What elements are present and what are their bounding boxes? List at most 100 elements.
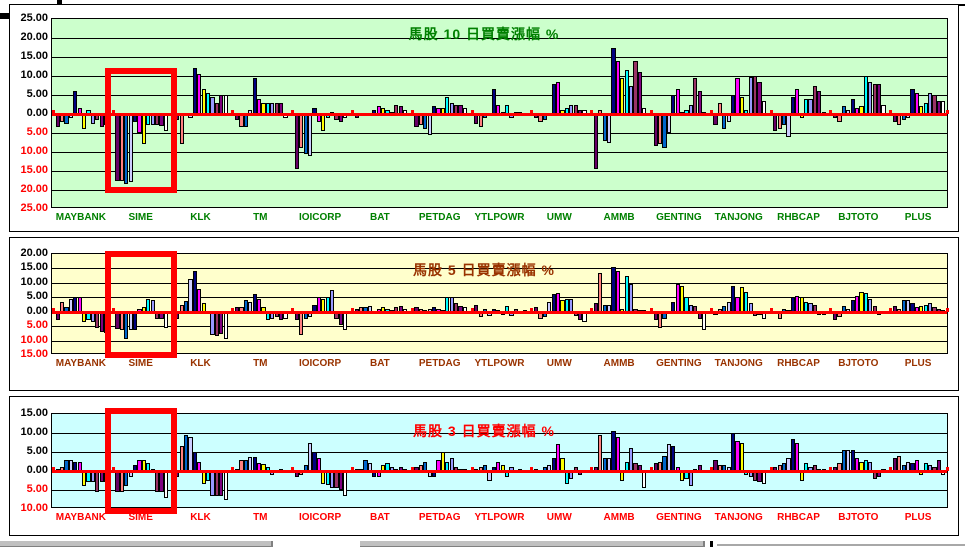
axis-tick-mark xyxy=(889,467,893,471)
y-axis-tick-label: 10.00 xyxy=(20,333,48,346)
y-axis-tick-label: 0.00 xyxy=(26,107,48,119)
x-axis-label-MAYBANK: MAYBANK xyxy=(55,512,106,523)
axis-tick-mark xyxy=(530,110,534,114)
x-axis-label-PETDAG: PETDAG xyxy=(418,212,461,223)
axis-tick-mark xyxy=(709,467,713,471)
axis-tick-mark xyxy=(889,110,893,114)
x-axis-label-MAYBANK: MAYBANK xyxy=(55,212,106,223)
bar-TANJONG-s12 xyxy=(761,100,767,114)
x-axis-label-AMMB: AMMB xyxy=(603,212,635,223)
axis-tick-mark xyxy=(291,110,295,114)
x-axis-label-AMMB: AMMB xyxy=(603,358,635,369)
x-axis-label-PLUS: PLUS xyxy=(904,512,932,523)
x-axis-label-TANJONG: TANJONG xyxy=(714,358,763,369)
x-axis-label-KLK: KLK xyxy=(190,212,211,223)
x-axis-label-TM: TM xyxy=(253,358,268,369)
x-axis-label-TANJONG: TANJONG xyxy=(714,512,763,523)
gridline xyxy=(52,340,947,342)
bar-RHBCAP-s4 xyxy=(786,114,791,137)
axis-tick-mark xyxy=(231,467,235,471)
bar-IOICORP-s4 xyxy=(307,114,313,156)
axis-tick-mark xyxy=(530,467,534,471)
bottom-object-edge-left xyxy=(0,541,273,547)
bar-IOICORP-s6 xyxy=(316,457,322,471)
y-axis-tick-label: 10.00 xyxy=(20,69,48,81)
gridline xyxy=(52,297,947,299)
gridline xyxy=(52,38,947,39)
y-axis-tick-label: 5.00 xyxy=(26,126,48,138)
y-axis-tick-label: 5.00 xyxy=(26,290,48,303)
bar-GENTING-s11 xyxy=(697,91,702,114)
y-axis-tick-label: 10.00 xyxy=(20,502,48,514)
x-axis-label-GENTING: GENTING xyxy=(656,358,702,369)
axis-tick-mark xyxy=(52,307,55,312)
y-axis-tick-label: 25.00 xyxy=(20,202,48,214)
bar-GENTING-s9 xyxy=(688,471,694,487)
y-axis-tick-label: 10.00 xyxy=(20,426,48,438)
axis-tick-mark xyxy=(111,307,115,312)
x-axis-label-BAT: BAT xyxy=(369,512,390,523)
x-axis-label-BJTOTO: BJTOTO xyxy=(838,358,879,369)
gridline xyxy=(52,133,947,134)
y-axis-tick-label: 5.00 xyxy=(26,319,48,332)
axis-tick-mark xyxy=(351,467,354,471)
highlight-rectangle-SIME[interactable] xyxy=(104,408,177,514)
bar-TANJONG-s7 xyxy=(739,442,745,471)
x-axis-label-MAYBANK: MAYBANK xyxy=(55,358,106,369)
y-axis-tick-label: 15.00 xyxy=(20,50,48,62)
axis-tick-mark xyxy=(650,307,653,312)
x-axis-label-YTLPOWR: YTLPOWR xyxy=(474,512,525,523)
x-axis-label-BJTOTO: BJTOTO xyxy=(838,512,879,523)
y-axis-tick-label: 20.00 xyxy=(20,31,48,43)
y-axis-tick-label: 25.00 xyxy=(20,12,48,24)
y-axis-tick-label: 10.00 xyxy=(20,145,48,157)
x-axis-label-BAT: BAT xyxy=(369,358,390,369)
y-axis-tick-label: 20.00 xyxy=(20,247,48,259)
axis-tick-mark xyxy=(946,110,949,114)
bar-PETDAG-s4 xyxy=(427,114,432,135)
y-axis-tick-label: 15.00 xyxy=(20,348,48,360)
bar-GENTING-s6 xyxy=(675,89,680,114)
bar-UMW-s7 xyxy=(560,457,565,471)
plot-area xyxy=(51,18,949,208)
axis-tick-mark xyxy=(946,467,949,471)
chart-object-5day[interactable]: 20.00 15.00 10.00 5.00 0.00 5.00 10.00 15.00 馬股 … xyxy=(9,237,959,391)
bar-AMMB-s9 xyxy=(628,284,634,312)
bar-KLK-s12 xyxy=(223,471,228,500)
axis-tick-mark xyxy=(590,307,594,312)
plot-area xyxy=(51,253,949,354)
bottom-black-tick xyxy=(710,541,713,547)
zero-axis-line xyxy=(52,310,947,314)
axis-tick-mark xyxy=(769,307,773,312)
gridline xyxy=(52,190,947,191)
chart-title: 馬股 5 日買賣漲幅 % xyxy=(413,262,555,278)
x-axis-label-UMW: UMW xyxy=(546,512,572,523)
x-axis-label-BAT: BAT xyxy=(369,212,390,223)
axis-tick-mark xyxy=(709,110,713,114)
bottom-object-edge-middle xyxy=(360,541,705,547)
chart-title: 馬股 10 日買賣漲幅 % xyxy=(408,26,560,42)
gridline xyxy=(52,95,947,96)
bar-RHBCAP-s6 xyxy=(795,89,800,114)
axis-tick-mark xyxy=(829,467,833,471)
chart-object-3day[interactable]: 15.00 10.00 5.00 0.00 5.00 10.00 馬股 3 日買賣漲幅 % M… xyxy=(9,396,959,536)
x-axis-label-SIME: SIME xyxy=(128,212,153,223)
x-axis-label-GENTING: GENTING xyxy=(656,212,702,223)
x-axis-label-TM: TM xyxy=(253,512,268,523)
x-axis-label-SIME: SIME xyxy=(128,512,153,523)
x-axis-label-KLK: KLK xyxy=(190,358,211,369)
bar-IOICORP-s12 xyxy=(343,471,348,496)
axis-tick-mark xyxy=(291,307,295,312)
y-axis-tick-label: 15.00 xyxy=(20,261,48,274)
gridline xyxy=(52,76,947,77)
x-axis-label-TM: TM xyxy=(253,212,268,223)
bar-AMMB-s12 xyxy=(642,471,647,489)
bar-UMW-s6 xyxy=(555,81,561,114)
highlight-rectangle-SIME[interactable] xyxy=(104,251,177,358)
chart-object-10day[interactable]: 25.00 20.00 15.00 10.00 5.00 0.00 5.00 10.00 15.… xyxy=(9,4,959,232)
gridline xyxy=(52,282,947,284)
x-axis-label-YTLPOWR: YTLPOWR xyxy=(474,358,525,369)
highlight-rectangle-SIME[interactable] xyxy=(104,68,177,193)
axis-tick-mark xyxy=(470,467,474,471)
axis-tick-mark xyxy=(111,110,115,114)
